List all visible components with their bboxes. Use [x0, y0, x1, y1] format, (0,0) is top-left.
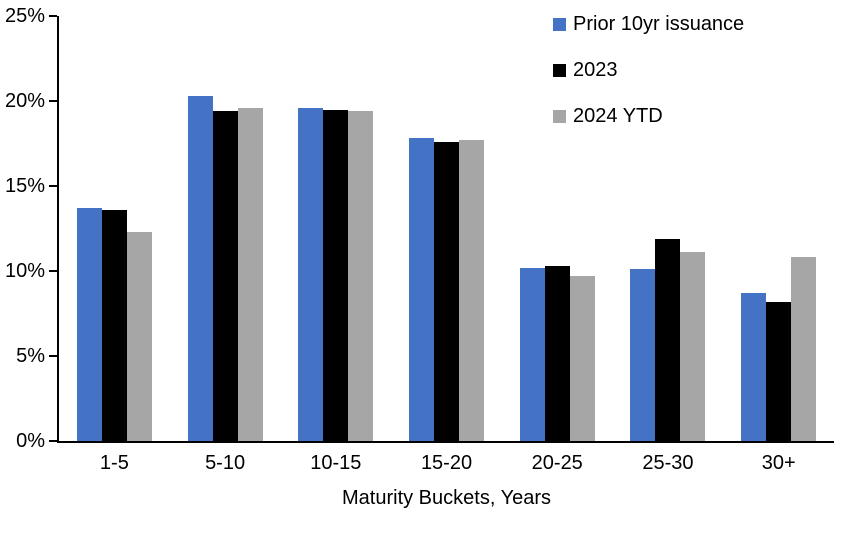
bar-2023-10-15: [323, 109, 349, 441]
bar-2024-ytd-15-20: [459, 140, 485, 441]
legend-swatch-icon: [553, 63, 566, 77]
bar-group-1-5: [59, 16, 170, 441]
bar-prior-10yr-issuance-10-15: [298, 107, 324, 441]
legend-item-2023: 2023: [553, 58, 744, 81]
y-axis-tick: [49, 440, 57, 442]
bar-2023-30+: [766, 301, 792, 441]
bar-group-25-30: [613, 16, 724, 441]
plot-area: [57, 16, 834, 443]
legend-swatch-icon: [553, 109, 566, 123]
x-axis-labels: 1-5 5-10 10-15 15-20 20-25 25-30 30+: [59, 452, 834, 474]
bar-2023-20-25: [544, 265, 570, 441]
bar-2023-15-20: [434, 141, 460, 441]
y-axis-tick: [49, 355, 57, 357]
legend-swatch-icon: [553, 17, 566, 31]
legend-label: 2023: [573, 58, 618, 81]
bar-prior-10yr-issuance-15-20: [409, 138, 435, 441]
y-axis-tick: [49, 100, 57, 102]
bar-prior-10yr-issuance-20-25: [519, 267, 545, 441]
legend: Prior 10yr issuance 2023 2024 YTD: [553, 12, 745, 127]
bar-group-20-25: [502, 16, 613, 441]
bar-2023-5-10: [212, 111, 238, 441]
bar-prior-10yr-issuance-25-30: [630, 269, 656, 441]
y-axis-label-20%: 20%: [4, 90, 45, 112]
legend-item-2024-ytd: 2024 YTD: [553, 104, 744, 127]
legend-label: Prior 10yr issuance: [573, 12, 745, 35]
y-axis-label-10%: 10%: [4, 260, 45, 282]
bar-prior-10yr-issuance-30+: [741, 293, 767, 441]
y-axis-label-15%: 15%: [4, 175, 45, 197]
bar-2023-25-30: [655, 238, 681, 441]
x-axis-label-30+: 30+: [761, 452, 796, 474]
bar-group-5-10: [170, 16, 281, 441]
x-axis-label-15-20: 15-20: [420, 452, 473, 474]
x-axis-label-10-15: 10-15: [310, 452, 362, 474]
x-axis-label-25-30: 25-30: [642, 452, 694, 474]
bar-prior-10yr-issuance-5-10: [187, 95, 213, 441]
legend-label: 2024 YTD: [573, 104, 663, 127]
bar-group-30+: [723, 16, 834, 441]
bar-group-10-15: [280, 16, 391, 441]
bar-prior-10yr-issuance-1-5: [76, 208, 102, 441]
bar-2024-ytd-25-30: [680, 252, 706, 441]
bar-2023-1-5: [101, 209, 127, 441]
bar-2024-ytd-10-15: [348, 111, 374, 441]
y-axis-tick: [49, 270, 57, 272]
y-axis-tick: [49, 15, 57, 17]
bar-2024-ytd-20-25: [569, 276, 595, 441]
y-axis-label-5%: 5%: [16, 345, 45, 367]
y-axis-tick: [49, 185, 57, 187]
legend-item-prior-10yr: Prior 10yr issuance: [553, 12, 745, 35]
bar-2024-ytd-30+: [791, 257, 817, 441]
x-axis-label-20-25: 20-25: [531, 452, 583, 474]
bar-2024-ytd-5-10: [237, 107, 263, 441]
y-axis-label-0%: 0%: [16, 430, 45, 452]
x-axis-title: Maturity Buckets, Years: [342, 487, 551, 509]
x-axis-label-1-5: 1-5: [99, 452, 129, 474]
bar-2024-ytd-1-5: [126, 231, 152, 441]
y-axis-label-25%: 25%: [4, 5, 45, 27]
x-axis-label-5-10: 5-10: [205, 452, 246, 474]
bar-group-15-20: [391, 16, 502, 441]
